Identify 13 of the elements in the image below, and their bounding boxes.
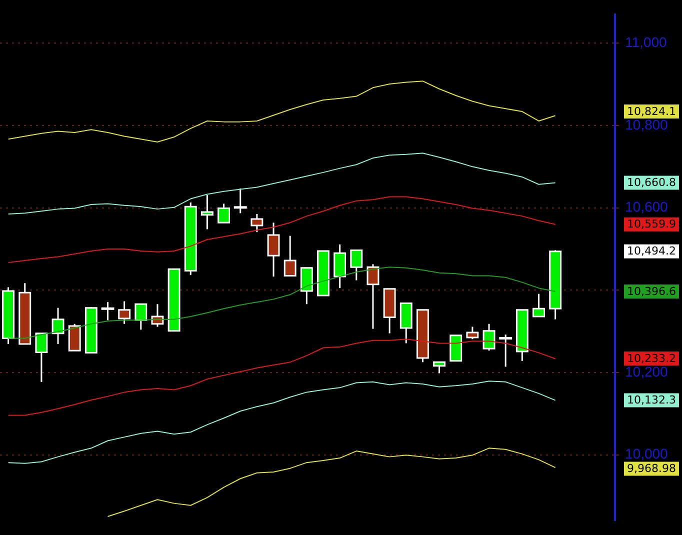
text: 10,559.9	[627, 218, 676, 231]
text: 9,968.98	[627, 462, 676, 476]
text: 10,396.6	[627, 284, 676, 298]
text: 10,660.8	[627, 176, 676, 190]
text: 10,233.2	[627, 352, 676, 365]
text: 10,494.2	[627, 244, 676, 258]
y-tick-label: 10,600	[625, 198, 668, 215]
y-tick-label: 10,200	[625, 363, 668, 380]
y-tick-label: 10,000	[625, 446, 668, 462]
text: 10,132.3	[627, 394, 676, 407]
y-tick-label: 10,800	[625, 116, 668, 132]
text: 10,824.1	[627, 104, 676, 118]
y-tick-label: 11,000	[625, 34, 667, 50]
